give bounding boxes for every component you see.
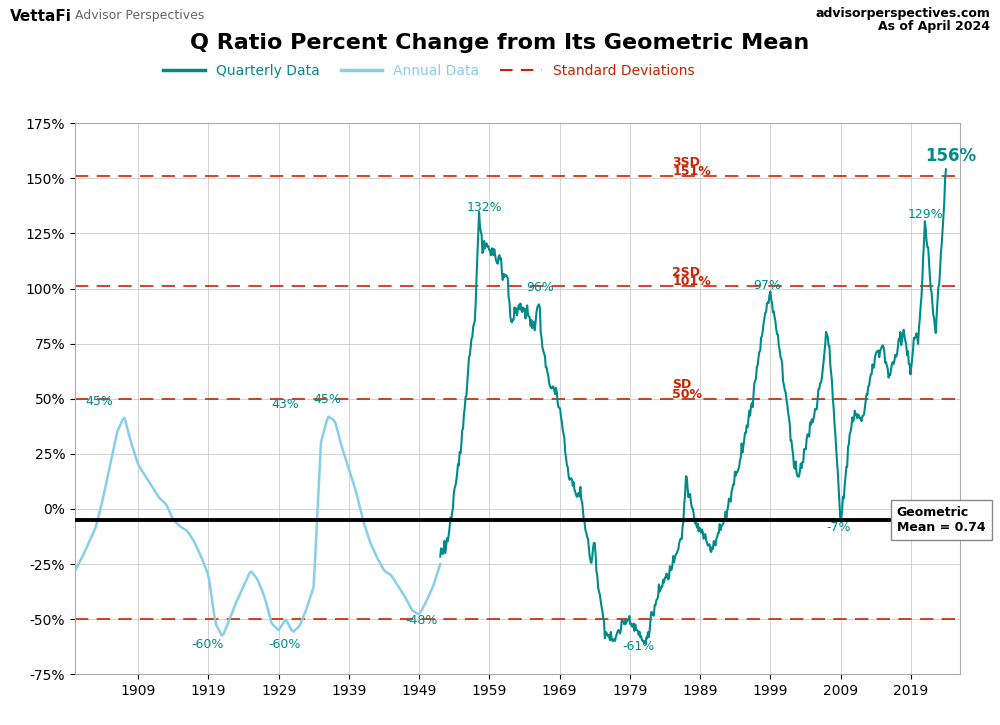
Text: advisorperspectives.com: advisorperspectives.com — [815, 7, 990, 20]
Text: -61%: -61% — [623, 640, 655, 653]
Text: 129%: 129% — [907, 208, 943, 221]
Legend: Quarterly Data, Annual Data, Standard Deviations: Quarterly Data, Annual Data, Standard De… — [158, 59, 700, 83]
Text: As of April 2024: As of April 2024 — [878, 20, 990, 33]
Text: VettaFi: VettaFi — [10, 9, 72, 25]
Text: 97%: 97% — [753, 278, 781, 291]
Text: 3SD: 3SD — [672, 156, 700, 169]
Text: 2SD: 2SD — [672, 266, 700, 279]
Text: 43%: 43% — [272, 397, 299, 410]
Text: -60%: -60% — [268, 638, 301, 651]
Text: 151%: 151% — [672, 165, 711, 178]
Text: -60%: -60% — [191, 638, 223, 651]
Text: 101%: 101% — [672, 276, 711, 289]
Text: Geometric
Mean = 0.74: Geometric Mean = 0.74 — [897, 506, 985, 534]
Text: 96%: 96% — [526, 281, 554, 294]
Text: Q Ratio Percent Change from Its Geometric Mean: Q Ratio Percent Change from Its Geometri… — [190, 33, 810, 53]
Text: 132%: 132% — [467, 202, 503, 215]
Text: -7%: -7% — [827, 521, 851, 534]
Text: 45%: 45% — [86, 395, 113, 408]
Text: 45%: 45% — [314, 393, 342, 406]
Text: Advisor Perspectives: Advisor Perspectives — [75, 9, 204, 22]
Text: -48%: -48% — [405, 613, 437, 626]
Text: 156%: 156% — [925, 146, 976, 165]
Text: 50%: 50% — [672, 388, 702, 401]
Text: SD: SD — [672, 378, 692, 392]
